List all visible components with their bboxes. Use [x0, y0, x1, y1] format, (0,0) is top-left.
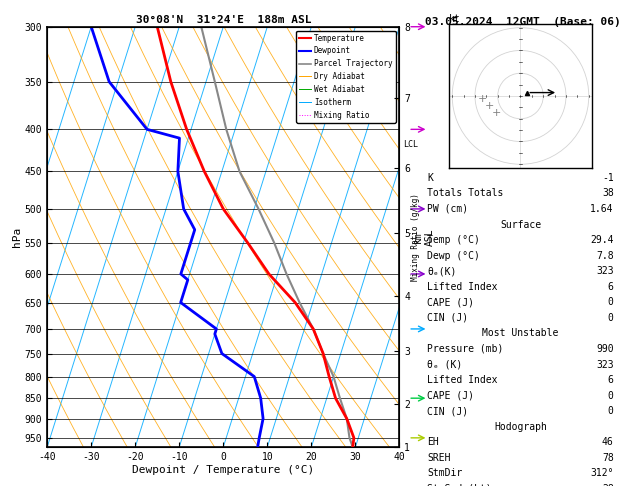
- Text: Totals Totals: Totals Totals: [427, 189, 504, 198]
- Text: +: +: [485, 101, 494, 111]
- Text: 990: 990: [596, 344, 614, 354]
- Text: LCL: LCL: [404, 140, 418, 149]
- Text: 46: 46: [602, 437, 614, 447]
- Text: 323: 323: [596, 266, 614, 276]
- Text: EH: EH: [427, 437, 439, 447]
- Text: StmSpd (kt): StmSpd (kt): [427, 484, 492, 486]
- Text: Dewp (°C): Dewp (°C): [427, 251, 481, 260]
- Text: 0: 0: [608, 406, 614, 416]
- Text: 38: 38: [602, 189, 614, 198]
- Text: Temp (°C): Temp (°C): [427, 235, 481, 245]
- Text: 0: 0: [608, 297, 614, 307]
- Text: 28: 28: [602, 484, 614, 486]
- Text: CAPE (J): CAPE (J): [427, 391, 474, 400]
- Text: Lifted Index: Lifted Index: [427, 282, 498, 292]
- Text: 6: 6: [608, 282, 614, 292]
- Text: 323: 323: [596, 360, 614, 369]
- Text: -1: -1: [602, 173, 614, 183]
- Text: CIN (J): CIN (J): [427, 406, 469, 416]
- Text: SREH: SREH: [427, 453, 451, 463]
- Text: 78: 78: [602, 453, 614, 463]
- Text: +: +: [492, 108, 501, 118]
- Title: 30°08'N  31°24'E  188m ASL: 30°08'N 31°24'E 188m ASL: [135, 15, 311, 25]
- Text: 1.64: 1.64: [590, 204, 614, 214]
- Text: kt: kt: [449, 14, 460, 23]
- Text: θₑ (K): θₑ (K): [427, 360, 462, 369]
- Text: 312°: 312°: [590, 469, 614, 478]
- Text: K: K: [427, 173, 433, 183]
- Legend: Temperature, Dewpoint, Parcel Trajectory, Dry Adiabat, Wet Adiabat, Isotherm, Mi: Temperature, Dewpoint, Parcel Trajectory…: [296, 31, 396, 122]
- Y-axis label: hPa: hPa: [12, 227, 22, 247]
- Text: Lifted Index: Lifted Index: [427, 375, 498, 385]
- Text: Hodograph: Hodograph: [494, 422, 547, 432]
- Text: Pressure (mb): Pressure (mb): [427, 344, 504, 354]
- Text: PW (cm): PW (cm): [427, 204, 469, 214]
- Text: StmDir: StmDir: [427, 469, 462, 478]
- Text: CAPE (J): CAPE (J): [427, 297, 474, 307]
- Text: θₑ(K): θₑ(K): [427, 266, 457, 276]
- Text: 29.4: 29.4: [590, 235, 614, 245]
- Text: Most Unstable: Most Unstable: [482, 329, 559, 338]
- Text: 03.05.2024  12GMT  (Base: 06): 03.05.2024 12GMT (Base: 06): [425, 17, 620, 27]
- X-axis label: Dewpoint / Temperature (°C): Dewpoint / Temperature (°C): [132, 465, 314, 475]
- Text: Surface: Surface: [500, 220, 541, 229]
- Text: +: +: [478, 94, 487, 104]
- Text: Mixing Ratio (g/kg): Mixing Ratio (g/kg): [411, 193, 420, 281]
- Text: 6: 6: [608, 375, 614, 385]
- Text: 0: 0: [608, 391, 614, 400]
- Y-axis label: km
ASL: km ASL: [413, 228, 435, 246]
- Text: 7.8: 7.8: [596, 251, 614, 260]
- Text: CIN (J): CIN (J): [427, 313, 469, 323]
- Text: 0: 0: [608, 313, 614, 323]
